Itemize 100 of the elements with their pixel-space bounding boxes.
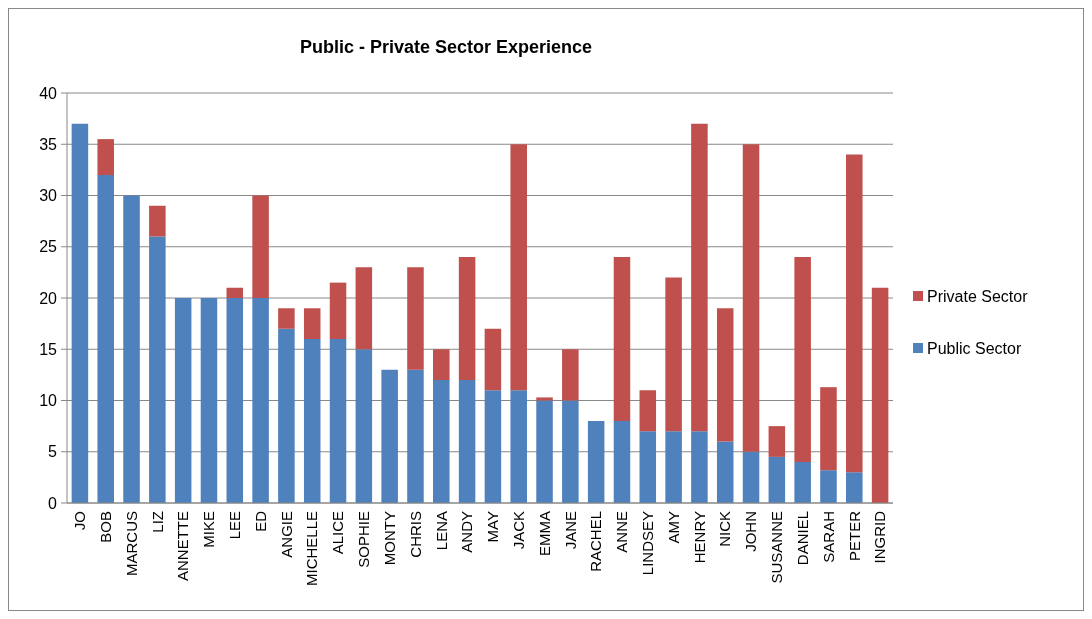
x-tick-label: INGRID — [871, 510, 889, 564]
bar — [97, 175, 114, 503]
x-tick-label: LIZ — [148, 511, 166, 533]
bar — [510, 390, 527, 503]
bar — [407, 267, 424, 370]
bar — [846, 154, 863, 473]
bar — [226, 287, 244, 298]
x-tick-label: ED — [251, 510, 269, 532]
x-tick-label: ALICE — [329, 511, 347, 555]
bar — [355, 267, 373, 350]
bar — [433, 349, 450, 380]
x-tick-label: JACK — [509, 511, 527, 550]
bar — [562, 400, 579, 503]
bar — [820, 470, 837, 503]
x-tick-label: JOHN — [742, 511, 760, 552]
bar — [329, 282, 347, 339]
bar — [665, 431, 682, 503]
x-tick-label: SUSANNE — [768, 511, 786, 584]
bar — [691, 123, 708, 432]
y-tick-label: 15 — [39, 340, 58, 358]
bar — [252, 195, 269, 298]
y-tick-label: 25 — [39, 238, 58, 256]
x-tick-label: MONTY — [380, 511, 398, 566]
bar — [846, 472, 863, 503]
x-tick-label: MARCUS — [122, 511, 140, 577]
bar — [768, 426, 786, 457]
bar — [123, 195, 140, 503]
bar — [355, 349, 373, 503]
bar — [149, 236, 166, 503]
x-tick-label: CHRIS — [406, 511, 424, 558]
chart-title: Public - Private Sector Experience — [299, 37, 593, 57]
y-tick-label: 20 — [39, 289, 58, 307]
bar — [794, 462, 811, 503]
bar — [742, 451, 760, 503]
x-tick-label: SOPHIE — [355, 511, 373, 568]
bar — [639, 390, 657, 432]
bar — [71, 123, 89, 503]
x-tick-label: MIKE — [200, 511, 218, 548]
x-tick-label: RACHEL — [587, 511, 605, 572]
x-tick-label: ANDY — [458, 511, 476, 553]
bar — [174, 298, 192, 503]
x-tick-label: JANE — [561, 511, 579, 550]
y-tick-label: 0 — [48, 494, 58, 512]
x-tick-label: LEE — [226, 511, 244, 540]
bar — [278, 308, 295, 329]
y-tick-label: 35 — [39, 135, 58, 153]
bar — [407, 369, 424, 503]
bar — [484, 328, 502, 391]
bar — [639, 431, 657, 503]
bar — [458, 380, 476, 503]
bar — [484, 390, 502, 503]
x-tick-label: EMMA — [535, 511, 553, 556]
x-tick-label: HENRY — [690, 511, 708, 564]
x-tick-label: DANIEL — [793, 511, 811, 566]
x-tick-label: AMY — [664, 511, 682, 544]
bar — [252, 298, 269, 503]
bar — [536, 397, 553, 401]
legend-label: Public Sector — [927, 339, 1022, 357]
x-tick-label: PETER — [845, 510, 863, 562]
bar — [665, 277, 682, 432]
bar — [303, 339, 321, 503]
bar — [742, 144, 760, 452]
y-tick-label: 10 — [39, 392, 58, 410]
bar — [97, 139, 114, 175]
x-tick-label: ANGIE — [277, 511, 295, 558]
x-tick-label: ANNETTE — [174, 511, 192, 582]
bar — [691, 431, 708, 503]
bar — [303, 308, 321, 339]
bar — [381, 369, 398, 503]
x-tick-label: LENA — [432, 511, 450, 551]
bar — [820, 387, 837, 471]
bar — [149, 205, 166, 237]
bar — [794, 257, 811, 462]
bar — [587, 421, 605, 503]
bar — [510, 144, 527, 391]
bar — [226, 298, 244, 503]
x-tick-label: BOB — [96, 511, 114, 543]
bar — [200, 298, 218, 503]
bar — [536, 400, 553, 503]
x-tick-label: ANNE — [613, 511, 631, 553]
bar — [768, 456, 786, 503]
bar — [433, 380, 450, 503]
x-tick-label: JO — [71, 511, 89, 531]
bar — [329, 339, 347, 503]
bar — [562, 349, 579, 401]
x-tick-label: LINDSEY — [639, 511, 657, 576]
x-tick-label: MAY — [484, 511, 502, 543]
bar — [871, 287, 889, 503]
bar — [716, 441, 734, 503]
bar — [613, 257, 631, 421]
x-tick-label: MICHELLE — [303, 511, 321, 587]
bar — [716, 308, 734, 442]
x-tick-label: NICK — [716, 511, 734, 547]
bar — [278, 328, 295, 503]
x-tick-label: SARAH — [819, 511, 837, 563]
bar — [613, 421, 631, 503]
y-tick-label: 5 — [48, 443, 58, 461]
y-tick-label: 40 — [39, 84, 58, 102]
bar — [458, 257, 476, 380]
y-tick-label: 30 — [39, 187, 58, 205]
